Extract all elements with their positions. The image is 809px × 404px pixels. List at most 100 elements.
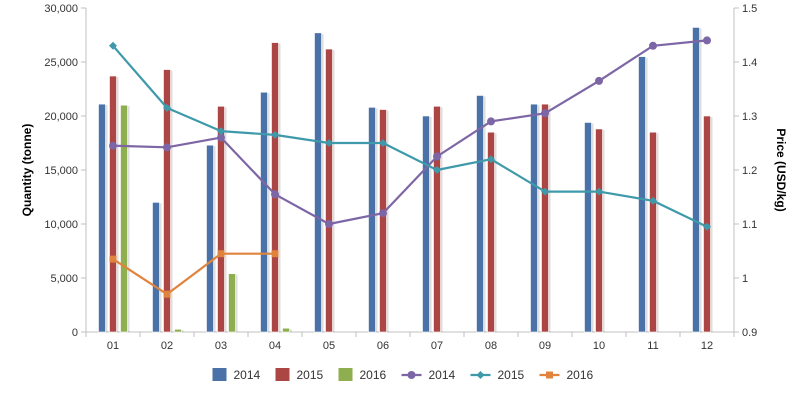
point-2016-01[interactable] [109,255,117,263]
point-2014-03[interactable] [217,133,225,142]
bar-2015-06[interactable] [379,109,387,333]
legend-item-line-2015[interactable]: 2015 [470,368,525,382]
point-2016-03[interactable] [217,250,225,258]
point-2015-11[interactable] [649,196,657,205]
legend-label: 2014 [429,368,456,382]
line-2016 [112,252,275,296]
legend-swatch [338,368,353,381]
bar-2014-03[interactable] [206,144,214,333]
x-tick-label: 02 [161,340,173,352]
y2-tick-label: 1.4 [742,57,757,69]
bar-2015-04[interactable] [271,42,279,333]
point-2016-04[interactable] [271,250,279,258]
point-2015-10[interactable] [595,187,603,196]
point-2015-12[interactable] [703,222,711,231]
legend-swatch [212,368,227,381]
bar-2014-08[interactable] [476,95,484,333]
bar-2015-07[interactable] [433,105,441,333]
bar-2014-11[interactable] [638,56,646,333]
bar-2015-11[interactable] [649,131,657,333]
bar-2016-03[interactable] [228,273,236,333]
y2-axis-title: Price (USD/kg) [774,128,788,211]
bar-2014-06[interactable] [368,107,376,333]
legend: 2014 2015 2016 2014 2015 2016 [212,368,594,382]
bar-2014-02[interactable] [152,202,160,333]
point-2015-02[interactable] [163,103,171,112]
legend-marker [546,371,553,379]
x-tick-label: 04 [269,340,281,352]
point-2014-11[interactable] [649,41,657,50]
bar-2015-08[interactable] [487,131,495,333]
y2-tick-label: 1.2 [742,165,757,177]
line-2014 [112,39,708,226]
point-2015-07[interactable] [433,166,441,174]
y-tick-label: 10,000 [44,219,78,231]
point-2014-04[interactable] [271,190,279,199]
bars-layer [98,27,713,333]
bar-2014-07[interactable] [422,115,430,333]
point-2014-07[interactable] [433,152,441,161]
point-2015-08[interactable] [487,155,495,164]
bar-2016-02[interactable] [174,328,182,333]
legend-label: 2014 [234,368,261,382]
point-2014-12[interactable] [703,36,711,45]
point-2014-01[interactable] [109,141,117,150]
y2-tick-label: 1 [742,273,748,285]
bar-2015-05[interactable] [325,48,333,333]
bar-2015-10[interactable] [595,128,603,333]
y2-tick-label: 0.9 [742,327,757,339]
bar-2014-12[interactable] [692,27,700,333]
bar-2014-05[interactable] [314,32,322,333]
bar-2015-02[interactable] [163,69,171,333]
legend-swatch [275,368,290,381]
point-2015-09[interactable] [541,187,549,196]
bar-2016-04[interactable] [282,327,290,333]
legend-item-line-2016[interactable]: 2016 [539,368,594,382]
point-2014-10[interactable] [595,76,603,85]
legend-marker [407,371,416,379]
bar-2015-01[interactable] [109,75,117,333]
y-axis-title: Quantity (tonne) [20,124,34,217]
x-tick-label: 09 [539,340,551,352]
point-2014-05[interactable] [325,220,333,228]
point-2014-08[interactable] [487,117,495,126]
x-tick-label: 12 [701,340,713,352]
labels-layer: Quantity (tonne) Price (USD/kg) [20,124,788,217]
legend-item-bar-2014[interactable]: 2014 [212,368,261,382]
legend-label: 2016 [360,368,387,382]
bar-2014-01[interactable] [98,103,106,333]
point-2015-05[interactable] [325,139,333,147]
x-tick-label: 06 [377,340,389,352]
bar-2014-09[interactable] [530,103,538,333]
y-tick-label: 20,000 [44,111,78,123]
legend-item-bar-2016[interactable]: 2016 [338,368,387,382]
point-2016-02[interactable] [163,290,171,298]
bar-2015-03[interactable] [217,105,225,333]
x-tick-label: 10 [593,340,605,352]
y-tick-label: 0 [72,327,78,339]
y2-tick-label: 1.1 [742,219,757,231]
bar-2014-04[interactable] [260,91,268,333]
point-2015-04[interactable] [271,130,279,139]
x-tick-label: 05 [323,340,335,352]
point-2015-03[interactable] [217,127,225,136]
point-2015-06[interactable] [379,139,387,147]
x-tick-label: 11 [647,340,658,352]
bar-2014-10[interactable] [584,122,592,333]
point-2015-01[interactable] [109,41,117,50]
x-tick-label: 07 [431,340,443,352]
point-2014-06[interactable] [379,209,387,218]
legend-item-bar-2015[interactable]: 2015 [275,368,324,382]
x-tick-label: 03 [215,340,227,352]
bar-2015-09[interactable] [541,103,549,333]
bar-2016-01[interactable] [120,104,128,333]
y-tick-label: 15,000 [44,165,78,177]
ticks-layer: 0 5,000 10,000 15,000 20,000 25,000 30,000 0.9 1… [44,3,757,352]
point-2014-02[interactable] [163,143,171,152]
legend-item-line-2014[interactable]: 2014 [401,368,456,382]
y2-tick-label: 1.5 [742,3,757,15]
point-2014-09[interactable] [541,109,549,118]
legend-label: 2015 [498,368,525,382]
legend-label: 2015 [297,368,324,382]
